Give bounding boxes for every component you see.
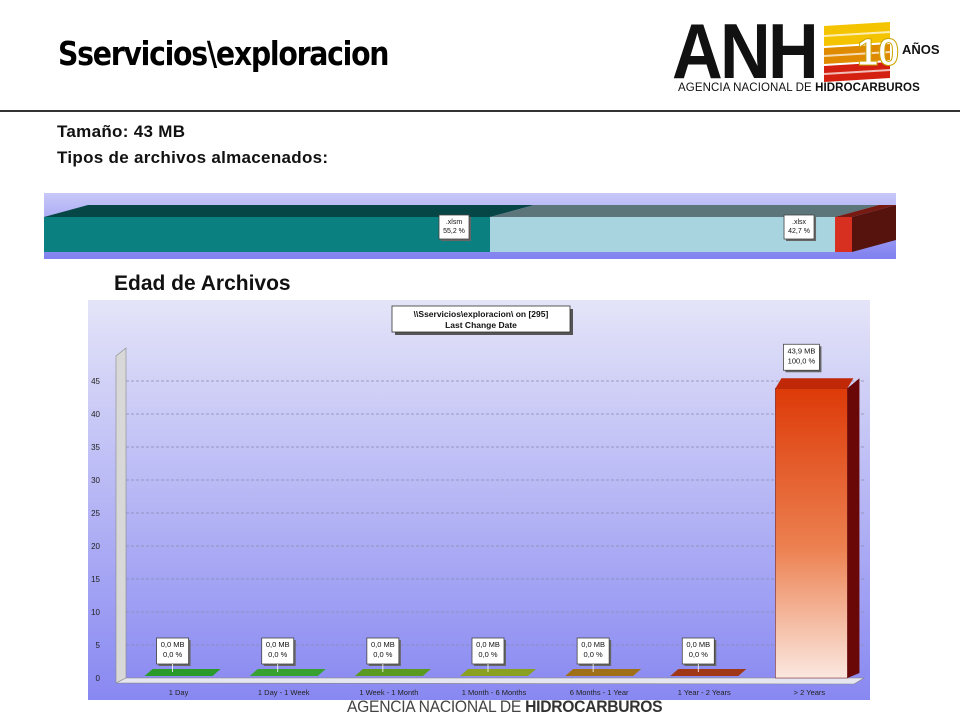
bar-label-3-text-0: 0,0 MB: [476, 640, 500, 649]
x-tick-label-0: 1 Day: [169, 688, 189, 697]
bar-label-5-box: [681, 637, 715, 665]
bar-label-3-text-1: 0,0 %: [478, 650, 498, 659]
logo-subtitle: AGENCIA NACIONAL DE HIDROCARBUROS: [678, 82, 920, 94]
bar-4: [565, 669, 642, 676]
bar-label-2-text-0: 0,0 MB: [371, 640, 395, 649]
file-age-heading: Edad de Archivos: [114, 272, 291, 295]
y-tick-label-6: 30: [91, 476, 100, 485]
bar-3: [460, 669, 536, 676]
age-chart-left-wall: [115, 347, 127, 684]
bar-label-4-text-0: 0,0 MB: [581, 640, 605, 649]
bar-2: [354, 669, 431, 676]
bar-label-2-text-1: 0,0 %: [373, 650, 393, 659]
stack-segment-top-2: [835, 205, 896, 217]
stack-segment-1: [490, 217, 836, 252]
stack-end-face: [852, 205, 896, 252]
y-tick-label-0: 0: [96, 674, 101, 683]
logo-years-word: AÑOS: [902, 42, 940, 57]
x-tick-label-1: 1 Day - 1 Week: [258, 688, 310, 697]
age-bars: 0,0 MB0,0 %0,0 MB0,0 %0,0 MB0,0 %0,0 MB0…: [144, 343, 860, 679]
bar-label-0-text-0: 0,0 MB: [161, 640, 185, 649]
stack-label-1-box: [783, 214, 815, 240]
bar-label-6-box: [783, 343, 820, 371]
bar-side-6: [847, 378, 860, 678]
y-tick-label-2: 10: [91, 608, 100, 617]
y-tick-label-8: 40: [91, 410, 100, 419]
stack-segment-0: [44, 217, 491, 252]
bar-label-0-box: [156, 637, 189, 665]
size-info: Tamaño: 43 MB: [57, 122, 186, 141]
stack-segment-top-0: [44, 205, 535, 217]
x-tick-label-5: 1 Year - 2 Years: [678, 688, 731, 697]
bar-label-5-text-0: 0,0 MB: [686, 640, 710, 649]
page-title: Sservicios\exploracion: [58, 34, 390, 73]
bar-label-2-box: [366, 637, 400, 665]
stack-label-1-text-0: .xlsx: [792, 219, 807, 226]
age-chart-title: \\Sservicios\exploracion\ on [295]Last C…: [391, 305, 573, 335]
stack-label-0-box: [438, 214, 470, 240]
x-tick-label-2: 1 Week - 1 Month: [359, 688, 418, 697]
x-tick-label-4: 6 Months - 1 Year: [570, 688, 629, 697]
bar-label-1-text-0: 0,0 MB: [266, 640, 290, 649]
colombia-flag-icon: [824, 22, 890, 82]
file-types-heading: Tipos de archivos almacenados:: [57, 148, 329, 167]
logo-years-number: 10: [856, 32, 900, 75]
bar-6: [775, 388, 848, 679]
file-types-stacked-bar-chart: .xlsm 55,2 % .xlsx 42,7 %: [44, 193, 896, 259]
bar-label-0-text-1: 0,0 %: [163, 650, 183, 659]
y-tick-label-5: 25: [91, 509, 100, 518]
x-tick-label-6: > 2 Years: [794, 688, 826, 697]
bar-label-1-box: [261, 637, 295, 665]
stack-label-1-text-1: 42,7 %: [788, 228, 810, 235]
y-tick-label-3: 15: [91, 575, 100, 584]
bar-label-5-text-1: 0,0 %: [689, 650, 709, 659]
stack-segments: .xlsm 55,2 % .xlsx 42,7 %: [44, 205, 896, 252]
bar-label-1-text-1: 0,0 %: [268, 650, 288, 659]
title-divider: [0, 110, 960, 112]
age-chart-title-box: [391, 305, 571, 333]
age-chart-floor: [115, 677, 866, 685]
footer-agency: AGENCIA NACIONAL DE HIDROCARBUROS: [347, 697, 663, 716]
bar-label-4-text-1: 0,0 %: [584, 650, 604, 659]
logo-acronym: ANH: [672, 7, 819, 95]
bar-label-6-text-0: 43,9 MB: [787, 346, 815, 355]
y-tick-label-4: 20: [91, 542, 100, 551]
age-chart-background: [88, 300, 870, 700]
stack-segment-top-1: [490, 205, 880, 217]
bar-label-6-text-1: 100,0 %: [788, 356, 816, 365]
stack-segment-2: [835, 217, 852, 252]
bar-0: [144, 669, 221, 676]
bar-5: [670, 669, 747, 676]
stack-label-0-text-1: 55,2 %: [443, 228, 465, 235]
bar-1: [249, 669, 326, 676]
y-tick-label-1: 5: [96, 641, 101, 650]
y-tick-label-9: 45: [91, 377, 100, 386]
y-tick-label-7: 35: [91, 443, 100, 452]
age-chart-subtitle-text: Last Change Date: [445, 320, 517, 330]
anh-logo: ANH 10 AÑOS AGENCIA NACIONAL DE HIDROCAR…: [672, 12, 942, 102]
bar-label-4-box: [576, 637, 610, 665]
age-chart-title-text: \\Sservicios\exploracion\ on [295]: [414, 309, 549, 319]
stack-label-0-text-0: .xlsm: [446, 219, 463, 226]
x-tick-label-3: 1 Month - 6 Months: [462, 688, 527, 697]
bar-label-3-box: [471, 637, 505, 665]
bar-top-6: [775, 378, 854, 389]
